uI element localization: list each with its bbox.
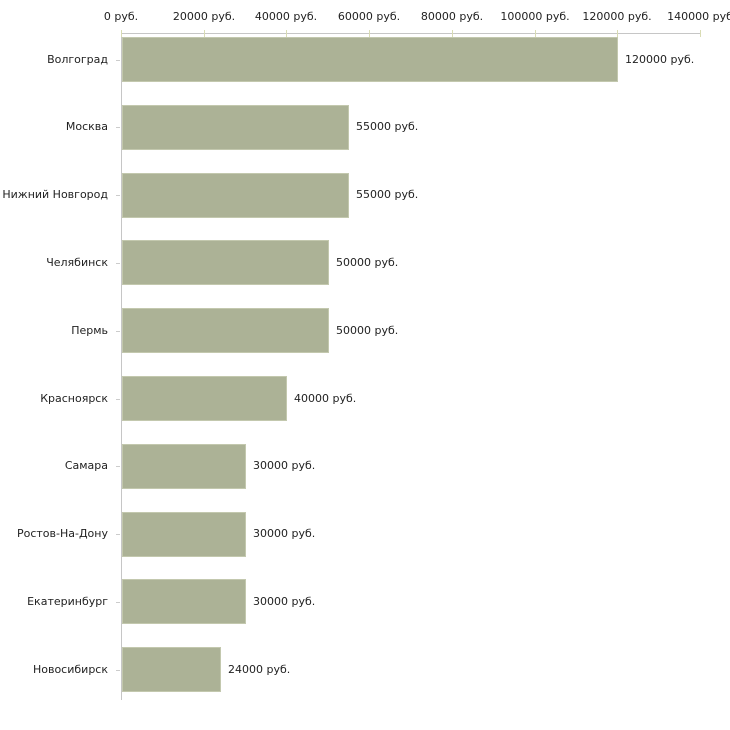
x-axis-tick-label: 20000 руб.	[172, 10, 236, 23]
category-tick	[116, 127, 120, 128]
bar-красноярск	[122, 376, 287, 421]
category-label: Самара	[64, 459, 108, 472]
category-label: Ростов-На-Дону	[16, 527, 108, 540]
category-label: Екатеринбург	[27, 595, 108, 608]
bar-самара	[122, 444, 246, 489]
value-label: 55000 руб.	[356, 120, 419, 133]
category-tick	[116, 195, 120, 196]
value-label: 40000 руб.	[294, 392, 357, 405]
value-label: 30000 руб.	[253, 459, 316, 472]
x-axis-tick-label: 140000 руб	[667, 10, 730, 23]
category-label: Новосибирск	[32, 663, 108, 676]
category-tick	[116, 263, 120, 264]
bar-челябинск	[122, 240, 329, 285]
bar-новосибирск	[122, 647, 221, 692]
x-axis-tick	[700, 30, 701, 37]
x-axis-line	[121, 33, 701, 34]
bar-пермь	[122, 308, 329, 353]
x-axis-tick	[286, 30, 287, 37]
value-label: 30000 руб.	[253, 527, 316, 540]
bar-нижний-новгород	[122, 173, 349, 218]
value-label: 55000 руб.	[356, 188, 419, 201]
bar-москва	[122, 105, 349, 150]
x-axis-tick	[204, 30, 205, 37]
category-tick	[116, 466, 120, 467]
x-axis-tick-label: 100000 руб.	[500, 10, 570, 23]
category-label: Москва	[65, 120, 108, 133]
x-axis-tick	[121, 30, 122, 37]
category-label: Пермь	[71, 324, 108, 337]
category-tick	[116, 399, 120, 400]
value-label: 30000 руб.	[253, 595, 316, 608]
value-label: 50000 руб.	[336, 256, 399, 269]
x-axis-tick-label: 40000 руб.	[254, 10, 318, 23]
bar-ростов-на-дону	[122, 512, 246, 557]
category-tick	[116, 331, 120, 332]
category-label: Нижний Новгород	[2, 188, 108, 201]
category-label: Красноярск	[40, 392, 108, 405]
category-label: Челябинск	[46, 256, 108, 269]
category-tick	[116, 602, 120, 603]
x-axis-tick	[452, 30, 453, 37]
x-axis-tick	[617, 30, 618, 37]
x-axis-tick	[369, 30, 370, 37]
value-label: 24000 руб.	[228, 663, 291, 676]
value-label: 50000 руб.	[336, 324, 399, 337]
y-axis-line	[121, 33, 122, 700]
category-tick	[116, 60, 120, 61]
bar-волгоград	[122, 37, 618, 82]
category-tick	[116, 534, 120, 535]
x-axis-tick-label: 0 руб.	[103, 10, 139, 23]
x-axis-tick-label: 60000 руб.	[337, 10, 401, 23]
category-label: Волгоград	[47, 53, 108, 66]
bar-екатеринбург	[122, 579, 246, 624]
value-label: 120000 руб.	[625, 53, 695, 66]
x-axis-tick-label: 120000 руб.	[582, 10, 652, 23]
x-axis-tick-label: 80000 руб.	[420, 10, 484, 23]
x-axis-tick	[535, 30, 536, 37]
category-tick	[116, 670, 120, 671]
